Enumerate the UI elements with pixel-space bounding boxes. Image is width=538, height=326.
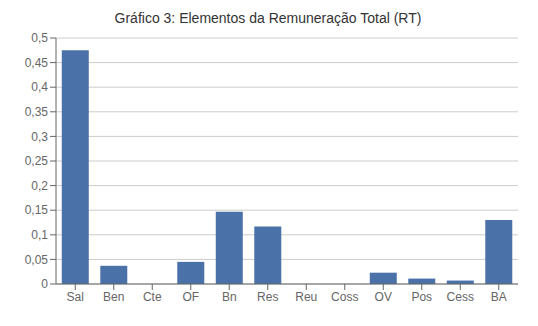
svg-text:0,5: 0,5 — [31, 31, 48, 45]
svg-text:Res: Res — [257, 290, 278, 304]
svg-text:Pos: Pos — [411, 290, 432, 304]
svg-text:0: 0 — [41, 277, 48, 291]
svg-text:Bn: Bn — [222, 290, 237, 304]
svg-text:Cess: Cess — [447, 290, 474, 304]
svg-text:0,35: 0,35 — [25, 105, 49, 119]
html-text:Gráfico 3: Elementos da Remune: Gráfico 3: Elementos da Remuneração Tota… — [114, 10, 422, 26]
svg-text:Sal: Sal — [67, 290, 84, 304]
svg-text:0,3: 0,3 — [31, 130, 48, 144]
svg-text:Reu: Reu — [295, 290, 317, 304]
svg-text:0,1: 0,1 — [31, 228, 48, 242]
svg-text:OF: OF — [182, 290, 199, 304]
svg-text:Coss: Coss — [331, 290, 358, 304]
svg-text:OV: OV — [375, 290, 392, 304]
svg-text:0,15: 0,15 — [25, 203, 49, 217]
svg-text:0,25: 0,25 — [25, 154, 49, 168]
svg-text:Ben: Ben — [103, 290, 124, 304]
svg-text:0,4: 0,4 — [31, 80, 48, 94]
svg-text:BA: BA — [491, 290, 507, 304]
svg-text:0,05: 0,05 — [25, 253, 49, 267]
svg-text:Cte: Cte — [143, 290, 162, 304]
svg-text:0,45: 0,45 — [25, 56, 49, 70]
svg-text:0,2: 0,2 — [31, 179, 48, 193]
